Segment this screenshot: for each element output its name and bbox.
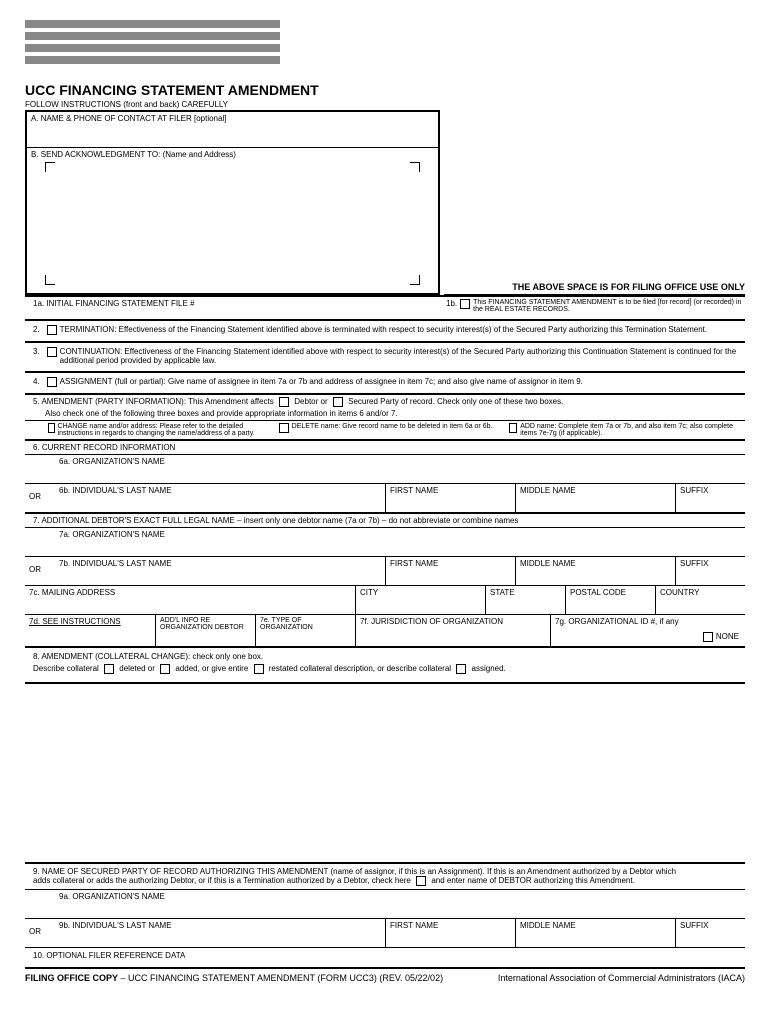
label-change: CHANGE name and/or address: Please refer… (58, 423, 276, 437)
footer-right: International Association of Commercial … (498, 973, 745, 983)
collateral-space[interactable] (25, 682, 745, 862)
or-9: OR (25, 919, 55, 947)
checkbox-add[interactable] (509, 423, 517, 433)
field-7b-first[interactable]: FIRST NAME (385, 557, 515, 585)
footer-left-a: FILING OFFICE COPY (25, 973, 118, 983)
item-2-num: 2. (33, 325, 40, 334)
field-7d: 7d. SEE INSTRUCTIONS (29, 617, 121, 626)
item-6-header: 6. CURRENT RECORD INFORMATION (25, 441, 745, 454)
r8-c: added, or give entire (175, 664, 248, 673)
field-7c-postal[interactable]: POSTAL CODE (565, 586, 655, 614)
box-b-label: B. SEND ACKNOWLEDGMENT TO: (Name and Add… (31, 150, 236, 159)
item-2-text: TERMINATION: Effectiveness of the Financ… (60, 325, 737, 334)
item-10[interactable]: 10. OPTIONAL FILER REFERENCE DATA (25, 947, 745, 969)
checkbox-delete[interactable] (279, 423, 289, 433)
field-9b-first[interactable]: FIRST NAME (385, 919, 515, 947)
form-subtitle: FOLLOW INSTRUCTIONS (front and back) CAR… (25, 100, 745, 109)
label-delete: DELETE name: Give record name to be dele… (292, 423, 493, 430)
item-1b-text: This FINANCING STATEMENT AMENDMENT is to… (473, 299, 745, 313)
field-9b-last[interactable]: 9b. INDIVIDUAL'S LAST NAME (55, 919, 385, 947)
checkbox-none[interactable] (703, 632, 713, 642)
checkbox-change[interactable] (48, 423, 55, 433)
field-7a[interactable]: 7a. ORGANIZATION'S NAME (55, 528, 745, 556)
footer-left-b: – UCC FINANCING STATEMENT AMENDMENT (FOR… (118, 973, 443, 983)
field-6a[interactable]: 6a. ORGANIZATION'S NAME (55, 455, 745, 483)
item-3-num: 3. (33, 347, 40, 356)
item-4-text: ASSIGNMENT (full or partial): Give name … (60, 377, 737, 386)
checkbox-secured-party[interactable] (333, 397, 343, 407)
item-9-b: adds collateral or adds the authorizing … (33, 876, 411, 885)
item-8-header: 8. AMENDMENT (COLLATERAL CHANGE): check … (33, 652, 737, 661)
checkbox-1b[interactable] (460, 299, 470, 309)
box-b: B. SEND ACKNOWLEDGMENT TO: (Name and Add… (27, 148, 438, 293)
label-none: NONE (716, 632, 739, 641)
form-title: UCC FINANCING STATEMENT AMENDMENT (25, 82, 745, 98)
or-7: OR (25, 557, 55, 585)
field-7c-country[interactable]: COUNTRY (655, 586, 745, 614)
field-9b-suffix[interactable]: SUFFIX (675, 919, 735, 947)
item-5-text: 5. AMENDMENT (PARTY INFORMATION): This A… (33, 397, 274, 406)
field-6b-middle[interactable]: MIDDLE NAME (515, 484, 675, 512)
checkbox-debtor[interactable] (279, 397, 289, 407)
checkbox-termination[interactable] (47, 325, 57, 335)
field-7e[interactable]: 7e. TYPE OF ORGANIZATION (255, 615, 355, 646)
checkbox-debtor-auth[interactable] (416, 876, 426, 886)
label-add: ADD name: Complete item 7a or 7b, and al… (520, 423, 737, 437)
checkbox-assigned[interactable] (456, 664, 466, 674)
field-7c-state[interactable]: STATE (485, 586, 565, 614)
field-9a[interactable]: 9a. ORGANIZATION'S NAME (55, 890, 745, 918)
item-9-c: and enter name of DEBTOR authorizing thi… (431, 876, 635, 885)
item-9-a: 9. NAME OF SECURED PARTY OF RECORD AUTHO… (33, 867, 676, 876)
item-1a: 1a. INITIAL FINANCING STATEMENT FILE # (25, 299, 440, 313)
r8-b: deleted or (119, 664, 155, 673)
field-7b-last[interactable]: 7b. INDIVIDUAL'S LAST NAME (55, 557, 385, 585)
field-7b-suffix[interactable]: SUFFIX (675, 557, 735, 585)
header-bars (25, 20, 745, 64)
checkbox-restated[interactable] (254, 664, 264, 674)
item-4-num: 4. (33, 377, 40, 386)
field-6b-suffix[interactable]: SUFFIX (675, 484, 735, 512)
item-5-sub: Also check one of the following three bo… (33, 407, 737, 418)
field-7b-middle[interactable]: MIDDLE NAME (515, 557, 675, 585)
checkbox-deleted[interactable] (104, 664, 114, 674)
filing-office-note: THE ABOVE SPACE IS FOR FILING OFFICE USE… (444, 282, 745, 295)
field-6b-first[interactable]: FIRST NAME (385, 484, 515, 512)
r8-e: assigned. (472, 664, 506, 673)
contact-box: A. NAME & PHONE OF CONTACT AT FILER [opt… (25, 110, 440, 295)
field-9b-middle[interactable]: MIDDLE NAME (515, 919, 675, 947)
field-7c-mail[interactable]: 7c. MAILING ADDRESS (25, 586, 355, 614)
label-secured: Secured Party of record. Check only one … (348, 397, 563, 406)
item-7-header: 7. ADDITIONAL DEBTOR'S EXACT FULL LEGAL … (25, 514, 745, 527)
field-7g[interactable]: 7g. ORGANIZATIONAL ID #, if any NONE (550, 615, 745, 646)
field-6b-last[interactable]: 6b. INDIVIDUAL'S LAST NAME (55, 484, 385, 512)
or-6: OR (25, 484, 55, 512)
field-7f[interactable]: 7f. JURISDICTION OF ORGANIZATION (355, 615, 550, 646)
item-1b-num: 1b. (446, 299, 457, 313)
checkbox-continuation[interactable] (47, 347, 57, 357)
field-7c-city[interactable]: CITY (355, 586, 485, 614)
item-3-text: CONTINUATION: Effectiveness of the Finan… (60, 347, 737, 365)
checkbox-assignment[interactable] (47, 377, 57, 387)
label-debtor: Debtor or (294, 397, 327, 406)
r8-d: restated collateral description, or desc… (269, 664, 451, 673)
checkbox-added[interactable] (160, 664, 170, 674)
box-a-label: A. NAME & PHONE OF CONTACT AT FILER [opt… (27, 112, 438, 148)
r8-a: Describe collateral (33, 664, 99, 673)
field-7d-addl: ADD'L INFO RE ORGANIZATION DEBTOR (155, 615, 255, 646)
